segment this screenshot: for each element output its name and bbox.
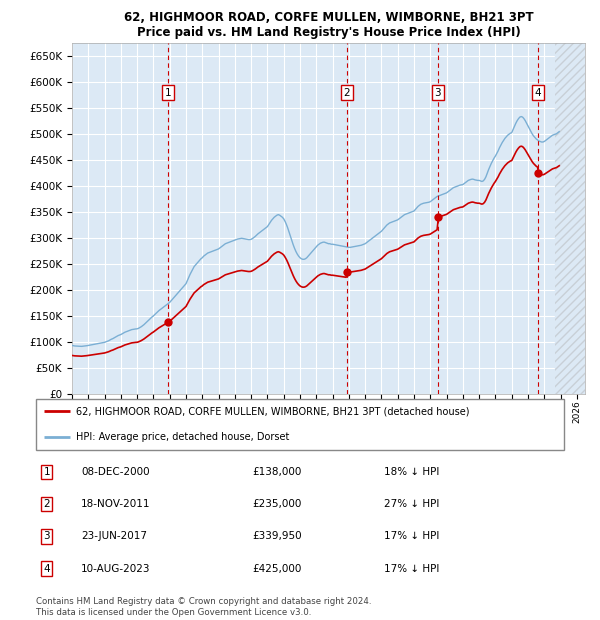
Text: £138,000: £138,000 — [252, 467, 301, 477]
Text: 2: 2 — [43, 499, 50, 509]
Text: 4: 4 — [43, 564, 50, 574]
Text: HPI: Average price, detached house, Dorset: HPI: Average price, detached house, Dors… — [76, 432, 289, 442]
Text: 3: 3 — [434, 87, 441, 98]
Text: 08-DEC-2000: 08-DEC-2000 — [81, 467, 149, 477]
Text: 17% ↓ HPI: 17% ↓ HPI — [384, 564, 439, 574]
Text: 18% ↓ HPI: 18% ↓ HPI — [384, 467, 439, 477]
Text: £235,000: £235,000 — [252, 499, 301, 509]
Text: Contains HM Land Registry data © Crown copyright and database right 2024.
This d: Contains HM Land Registry data © Crown c… — [36, 598, 371, 617]
Text: 17% ↓ HPI: 17% ↓ HPI — [384, 531, 439, 541]
Text: 18-NOV-2011: 18-NOV-2011 — [81, 499, 151, 509]
Text: £425,000: £425,000 — [252, 564, 301, 574]
Text: 62, HIGHMOOR ROAD, CORFE MULLEN, WIMBORNE, BH21 3PT (detached house): 62, HIGHMOOR ROAD, CORFE MULLEN, WIMBORN… — [76, 406, 469, 417]
Text: 1: 1 — [43, 467, 50, 477]
Text: 10-AUG-2023: 10-AUG-2023 — [81, 564, 151, 574]
Text: 1: 1 — [165, 87, 172, 98]
Text: 4: 4 — [535, 87, 541, 98]
Text: £339,950: £339,950 — [252, 531, 302, 541]
Bar — [555, 43, 585, 394]
Text: 23-JUN-2017: 23-JUN-2017 — [81, 531, 147, 541]
Text: 3: 3 — [43, 531, 50, 541]
Bar — [555, 43, 585, 394]
Title: 62, HIGHMOOR ROAD, CORFE MULLEN, WIMBORNE, BH21 3PT
Price paid vs. HM Land Regis: 62, HIGHMOOR ROAD, CORFE MULLEN, WIMBORN… — [124, 11, 533, 40]
Text: 27% ↓ HPI: 27% ↓ HPI — [384, 499, 439, 509]
Text: 2: 2 — [344, 87, 350, 98]
